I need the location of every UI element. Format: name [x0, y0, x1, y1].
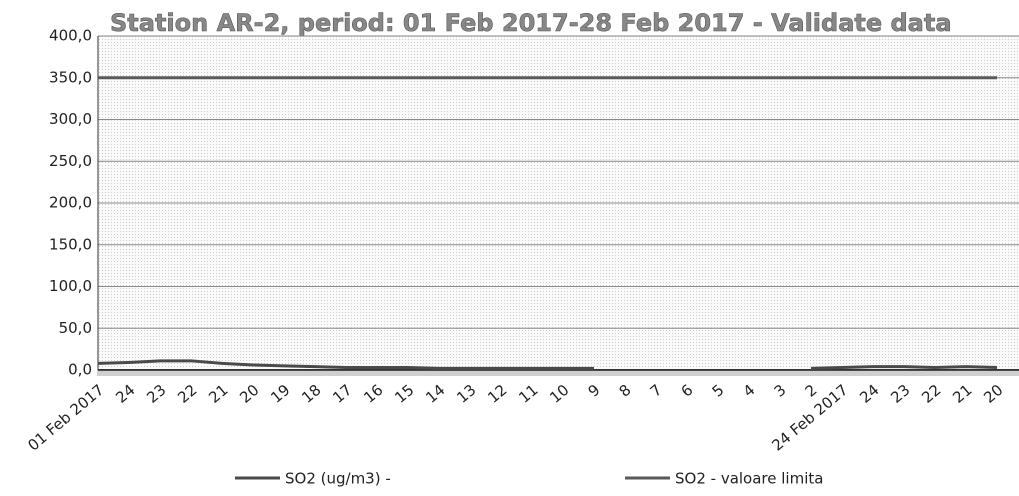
y-tick-label: 0,0	[68, 361, 92, 379]
legend-label: SO2 - valoare limita	[675, 470, 823, 488]
x-tick-label: 11	[515, 381, 541, 407]
x-tick-label: 01 Feb 2017	[24, 381, 107, 455]
x-tick-label: 7	[647, 381, 666, 401]
x-tick-label: 22	[918, 381, 944, 407]
x-tick-label: 12	[484, 381, 510, 407]
x-tick-label: 21	[205, 381, 231, 407]
x-tick-label: 19	[267, 381, 293, 407]
x-tick-label: 14	[422, 381, 448, 407]
x-tick-label: 9	[585, 381, 604, 401]
x-tick-label: 21	[949, 381, 975, 407]
y-tick-label: 250,0	[49, 152, 92, 170]
x-tick-label: 8	[616, 381, 635, 401]
x-tick-label: 23	[143, 381, 169, 407]
chart-title: Station AR-2, period: 01 Feb 2017-28 Feb…	[110, 9, 952, 37]
y-tick-label: 300,0	[49, 110, 92, 128]
x-tick-label: 24	[856, 381, 882, 407]
x-tick-label: 23	[887, 381, 913, 407]
y-tick-label: 50,0	[59, 319, 92, 337]
x-tick-label: 5	[709, 381, 728, 401]
legend-label: SO2 (ug/m3) -	[285, 470, 391, 488]
x-tick-label: 15	[391, 381, 417, 407]
x-tick-label: 18	[298, 381, 324, 407]
x-tick-label: 6	[678, 381, 697, 401]
x-tick-label: 22	[174, 381, 200, 407]
x-tick-label: 3	[771, 381, 790, 401]
x-tick-label: 20	[980, 381, 1006, 407]
y-tick-label: 400,0	[49, 27, 92, 45]
series-line	[97, 359, 998, 370]
x-tick-label: 16	[360, 381, 386, 407]
y-tick-label: 100,0	[49, 277, 92, 295]
y-tick-label: 200,0	[49, 194, 92, 212]
y-tick-label: 350,0	[49, 68, 92, 86]
x-tick-label: 24	[112, 381, 138, 407]
x-tick-label: 13	[453, 381, 479, 407]
x-tick-label: 20	[236, 381, 262, 407]
x-tick-label: 4	[740, 381, 759, 401]
x-tick-label: 2	[802, 381, 821, 401]
y-tick-label: 150,0	[49, 235, 92, 253]
x-tick-label: 17	[329, 381, 355, 407]
x-tick-label: 10	[546, 381, 572, 407]
